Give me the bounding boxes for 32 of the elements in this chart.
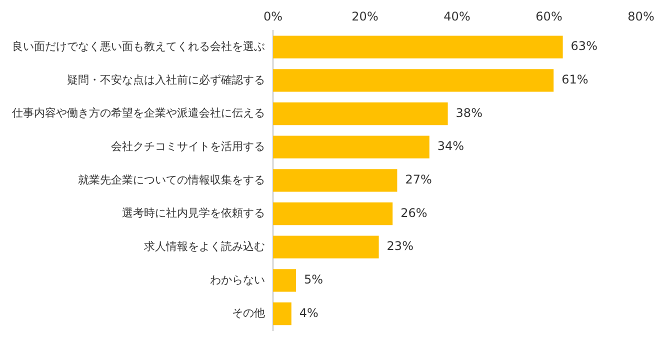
bar bbox=[273, 69, 554, 92]
data-label: 61% bbox=[562, 72, 588, 87]
y-tick-label: 会社クチコミサイトを活用する bbox=[111, 140, 265, 153]
bar bbox=[273, 236, 379, 258]
data-label: 34% bbox=[437, 139, 464, 154]
data-label: 26% bbox=[400, 206, 428, 220]
x-tick-label: 0% bbox=[263, 9, 283, 24]
data-label: 63% bbox=[570, 39, 598, 54]
bar bbox=[273, 302, 292, 326]
data-label: 5% bbox=[304, 272, 324, 287]
data-label: 23% bbox=[386, 239, 414, 254]
y-tick-label: わからない bbox=[210, 273, 265, 286]
bar bbox=[273, 169, 398, 192]
data-label: 4% bbox=[299, 306, 318, 320]
y-tick-label: 良い面だけでなく悪い面も教えてくれる会社を選ぶ bbox=[12, 40, 265, 53]
y-tick-label: 求人情報をよく読み込む bbox=[144, 240, 265, 253]
x-tick-label: 40% bbox=[444, 9, 470, 24]
bar bbox=[273, 102, 448, 126]
data-label: 38% bbox=[456, 106, 482, 120]
x-tick-label: 80% bbox=[628, 9, 654, 24]
y-tick-label: 選考時に社内見学を依頼する bbox=[122, 206, 265, 220]
x-tick-label: 60% bbox=[536, 9, 562, 24]
bar bbox=[273, 202, 393, 226]
x-tick-label: 20% bbox=[352, 9, 378, 24]
data-label: 27% bbox=[405, 172, 432, 187]
y-tick-label: 仕事内容や働き方の希望を企業や派遣会社に伝える bbox=[12, 106, 265, 120]
y-tick-label: 就業先企業についての情報収集をする bbox=[78, 173, 265, 186]
bar bbox=[273, 136, 430, 158]
bar bbox=[273, 269, 296, 292]
bar bbox=[273, 36, 563, 58]
y-tick-label: その他 bbox=[232, 306, 265, 320]
y-tick-label: 疑問・不安な点は入社前に必ず確認する bbox=[67, 73, 265, 86]
